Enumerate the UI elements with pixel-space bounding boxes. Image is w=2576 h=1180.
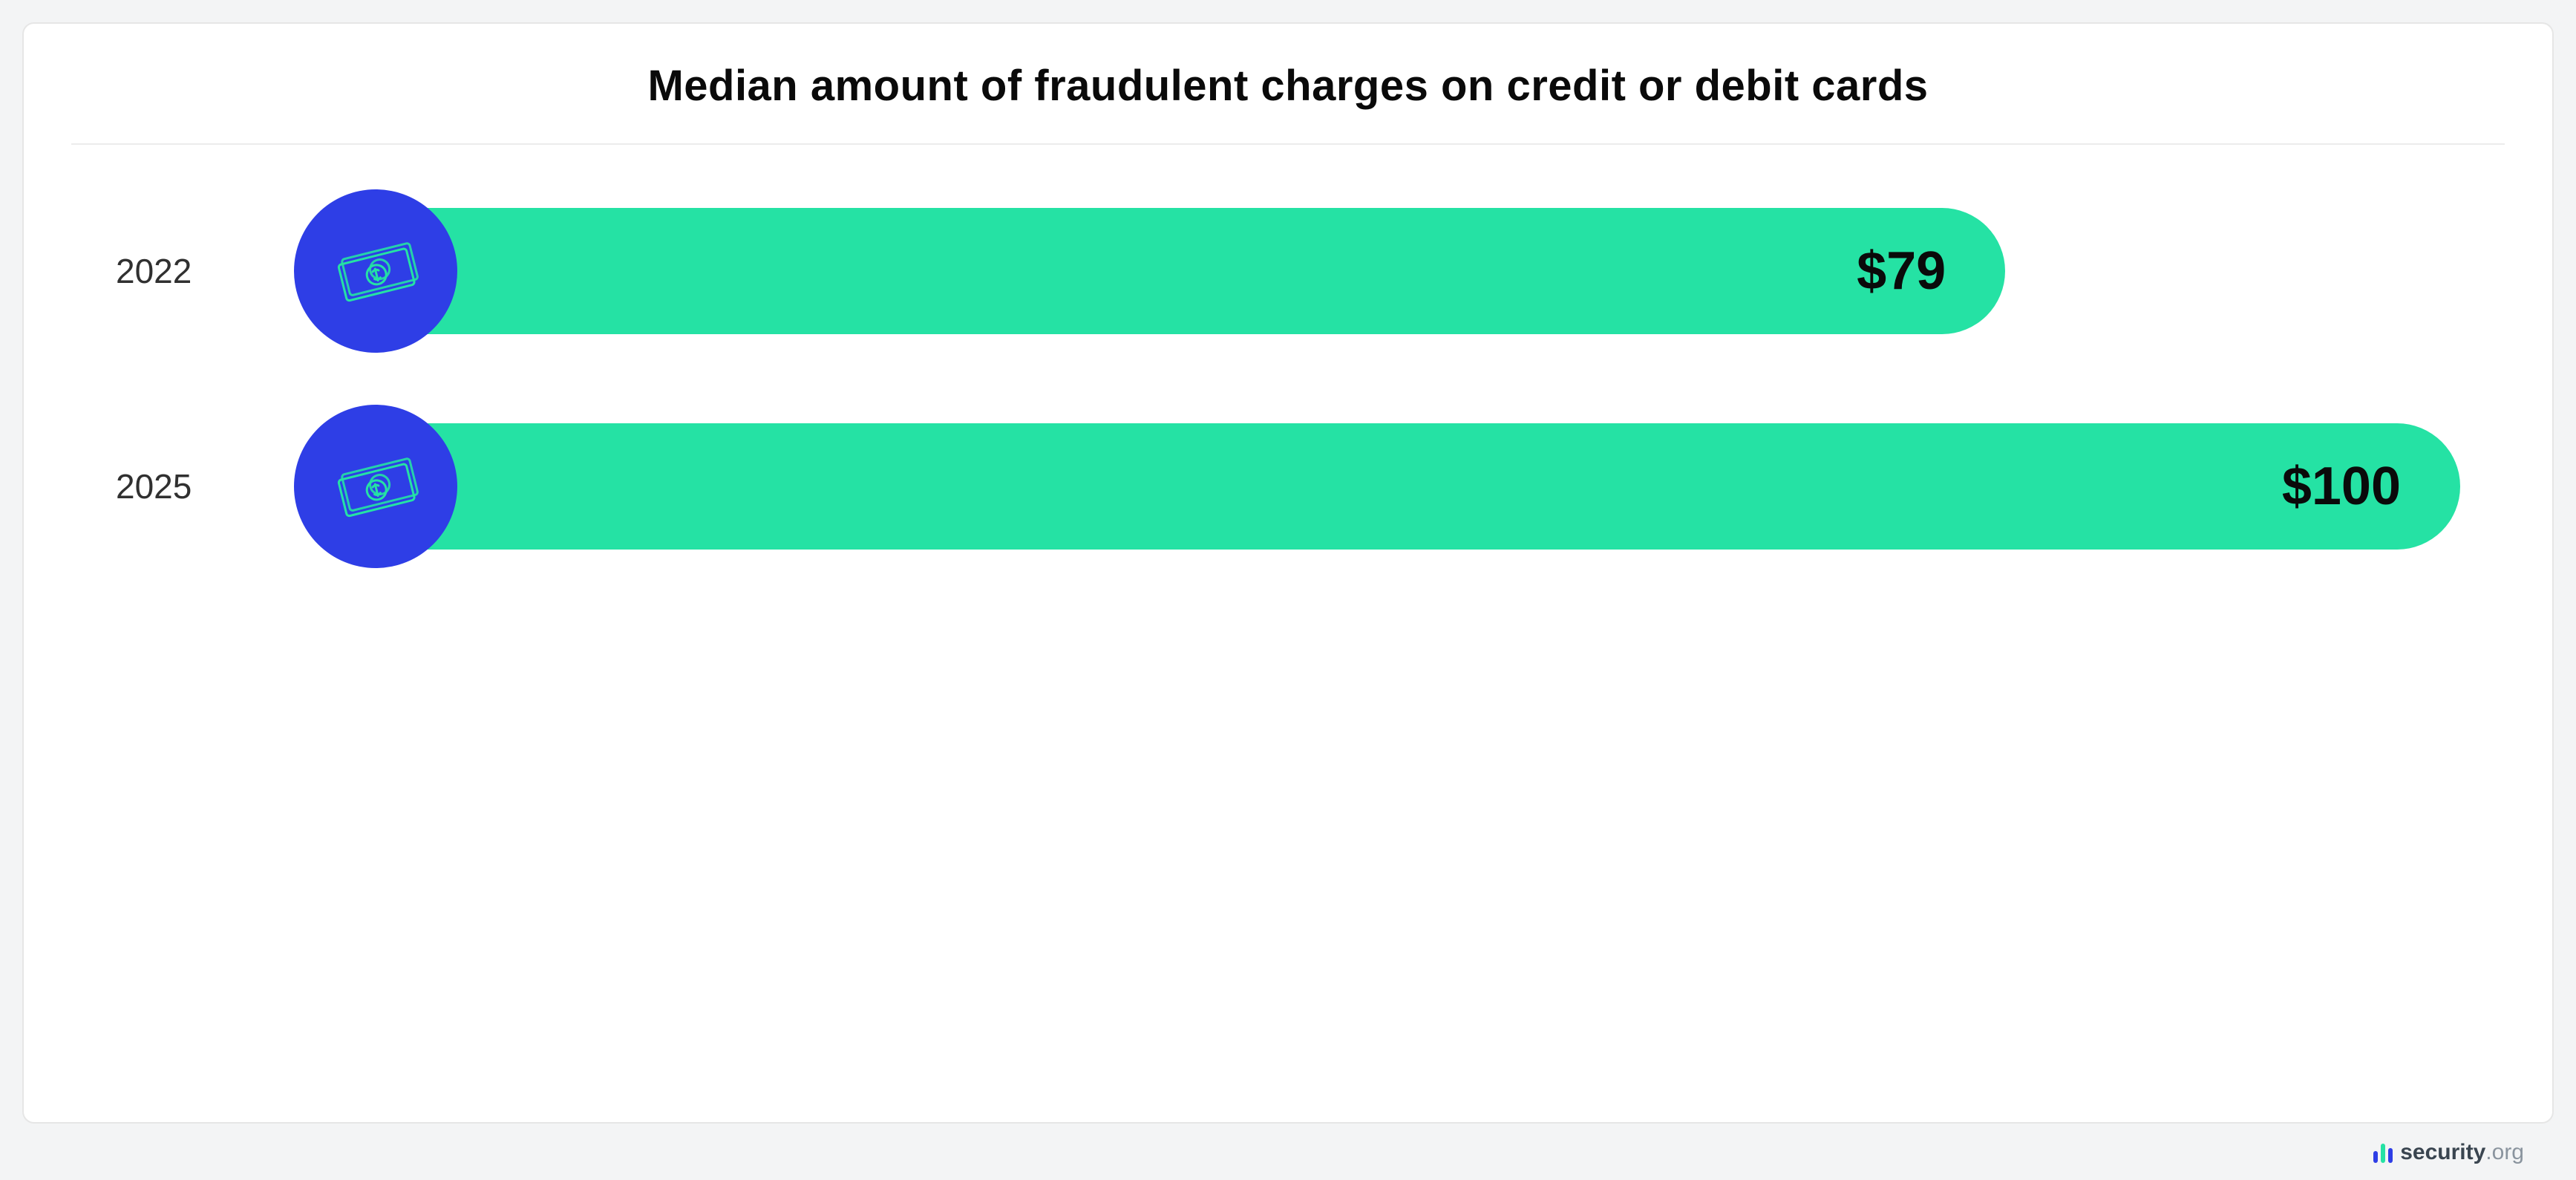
- title-divider: [71, 143, 2505, 145]
- attribution: security.org: [22, 1124, 2554, 1165]
- page-background: Median amount of fraudulent charges on c…: [0, 0, 2576, 1180]
- bars-container: 2022 $79: [71, 189, 2505, 568]
- brand-text-light: .org: [2485, 1140, 2524, 1164]
- logo-bar-3: [2388, 1148, 2393, 1163]
- money-icon: [327, 234, 424, 308]
- bar-value-label: $79: [1857, 241, 1946, 301]
- bar-value-label: $100: [2282, 456, 2401, 517]
- money-icon-circle: [294, 405, 457, 568]
- bar-fill: $79: [376, 208, 2005, 334]
- chart-card: Median amount of fraudulent charges on c…: [22, 22, 2554, 1124]
- money-icon: [327, 449, 424, 524]
- bar-fill: $100: [376, 423, 2460, 550]
- logo-bar-2: [2381, 1144, 2385, 1163]
- logo-bar-1: [2373, 1151, 2378, 1163]
- bar-track: $79: [294, 189, 2460, 353]
- brand-text: security.org: [2400, 1140, 2524, 1165]
- chart-title: Median amount of fraudulent charges on c…: [647, 59, 1928, 114]
- brand-text-bold: security: [2400, 1140, 2485, 1164]
- money-icon-circle: [294, 189, 457, 353]
- year-label: 2022: [116, 251, 294, 291]
- bar-row-2022: 2022 $79: [116, 189, 2460, 353]
- bar-row-2025: 2025 $100: [116, 405, 2460, 568]
- year-label: 2025: [116, 466, 294, 506]
- bar-track: $100: [294, 405, 2460, 568]
- brand-logo-icon: [2373, 1142, 2393, 1163]
